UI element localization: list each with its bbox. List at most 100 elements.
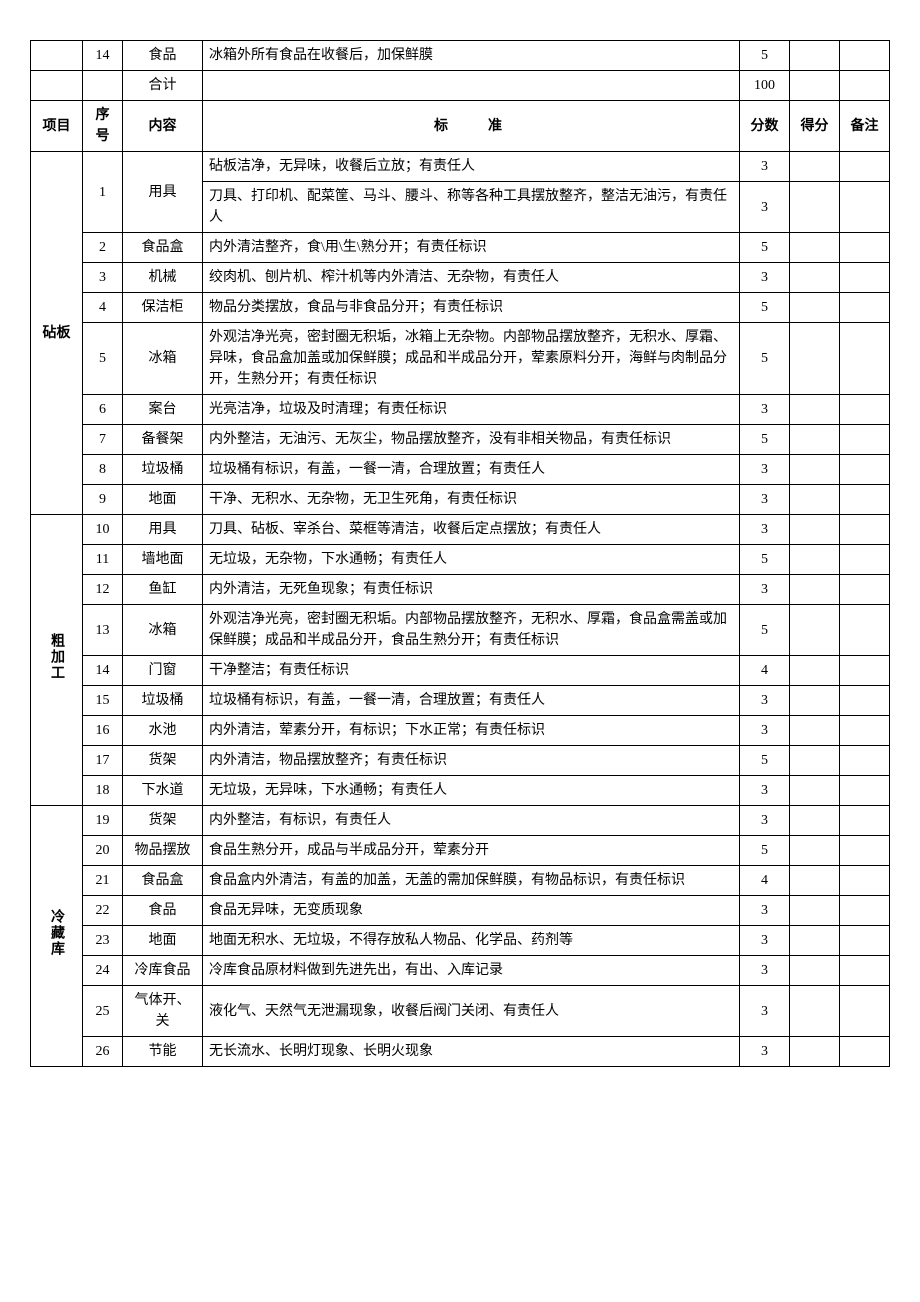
score-cell: 100 [740,71,790,101]
seq-cell: 3 [83,263,123,293]
score-cell: 3 [740,956,790,986]
table-row: 17货架内外清洁，物品摆放整齐；有责任标识5 [31,746,890,776]
got-cell [790,836,840,866]
content-cell: 备餐架 [123,425,203,455]
content-header: 内容 [123,101,203,152]
note-cell [840,716,890,746]
seq-cell: 26 [83,1037,123,1067]
standard-cell: 冷库食品原材料做到先进先出，有出、入库记录 [203,956,740,986]
content-cell: 地面 [123,926,203,956]
seq-cell: 21 [83,866,123,896]
standard-cell: 垃圾桶有标识，有盖，一餐一清，合理放置；有责任人 [203,455,740,485]
seq-cell: 12 [83,575,123,605]
inspection-table: 14食品冰箱外所有食品在收餐后，加保鲜膜5合计100项目序号内容标准分数得分备注… [30,40,890,1067]
got-cell [790,182,840,233]
got-cell [790,152,840,182]
score-cell: 3 [740,716,790,746]
seq-cell: 4 [83,293,123,323]
table-row: 24冷库食品冷库食品原材料做到先进先出，有出、入库记录3 [31,956,890,986]
got-cell [790,323,840,395]
seq-cell: 18 [83,776,123,806]
score-cell: 3 [740,152,790,182]
standard-header: 标准 [203,101,740,152]
got-cell [790,395,840,425]
note-cell [840,152,890,182]
got-cell [790,575,840,605]
content-cell: 货架 [123,746,203,776]
section-name: 粗加工 [46,633,67,681]
seq-cell: 6 [83,395,123,425]
score-cell: 3 [740,986,790,1037]
score-cell: 5 [740,425,790,455]
standard-cell: 食品盒内外清洁，有盖的加盖，无盖的需加保鲜膜，有物品标识，有责任标识 [203,866,740,896]
standard-cell: 干净、无积水、无杂物，无卫生死角，有责任标识 [203,485,740,515]
proj-cell [31,41,83,71]
content-cell: 用具 [123,152,203,233]
content-cell: 地面 [123,485,203,515]
note-cell [840,515,890,545]
content-cell: 垃圾桶 [123,686,203,716]
seq-cell: 5 [83,323,123,395]
got-cell [790,71,840,101]
proj-cell: 砧板 [31,152,83,515]
content-cell: 下水道 [123,776,203,806]
content-cell: 机械 [123,263,203,293]
got-cell [790,776,840,806]
content-cell: 节能 [123,1037,203,1067]
table-row: 20物品摆放食品生熟分开，成品与半成品分开，荤素分开5 [31,836,890,866]
score-cell: 3 [740,896,790,926]
seq-cell: 25 [83,986,123,1037]
table-row: 合计 100 [31,71,890,101]
seq-cell: 15 [83,686,123,716]
note-cell [840,956,890,986]
note-cell [840,71,890,101]
content-cell: 食品盒 [123,233,203,263]
got-cell [790,746,840,776]
score-cell: 3 [740,515,790,545]
standard-cell: 刀具、砧板、宰杀台、菜框等清洁，收餐后定点摆放；有责任人 [203,515,740,545]
score-cell: 5 [740,323,790,395]
seq-cell: 8 [83,455,123,485]
standard-cell: 食品生熟分开，成品与半成品分开，荤素分开 [203,836,740,866]
standard-cell: 内外清洁，物品摆放整齐；有责任标识 [203,746,740,776]
score-cell: 5 [740,746,790,776]
score-cell: 3 [740,263,790,293]
score-cell: 3 [740,182,790,233]
got-cell [790,866,840,896]
table-row: 21食品盒食品盒内外清洁，有盖的加盖，无盖的需加保鲜膜，有物品标识，有责任标识4 [31,866,890,896]
seq-cell [83,71,123,101]
note-cell [840,545,890,575]
got-cell [790,545,840,575]
table-row: 25气体开、关液化气、天然气无泄漏现象，收餐后阀门关闭、有责任人3 [31,986,890,1037]
score-cell: 4 [740,656,790,686]
standard-cell: 液化气、天然气无泄漏现象，收餐后阀门关闭、有责任人 [203,986,740,1037]
content-cell: 货架 [123,806,203,836]
note-cell [840,425,890,455]
got-cell [790,1037,840,1067]
seq-header: 序号 [83,101,123,152]
standard-cell: 内外整洁，无油污、无灰尘，物品摆放整齐，没有非相关物品，有责任标识 [203,425,740,455]
table-row: 14门窗干净整洁；有责任标识4 [31,656,890,686]
score-cell: 3 [740,926,790,956]
score-cell: 5 [740,836,790,866]
seq-cell: 1 [83,152,123,233]
standard-cell: 地面无积水、无垃圾，不得存放私人物品、化学品、药剂等 [203,926,740,956]
content-cell: 合计 [123,71,203,101]
note-cell [840,866,890,896]
seq-cell: 10 [83,515,123,545]
standard-cell: 无垃圾，无杂物，下水通畅；有责任人 [203,545,740,575]
proj-cell: 冷藏库 [31,806,83,1067]
standard-cell: 垃圾桶有标识，有盖，一餐一清，合理放置；有责任人 [203,686,740,716]
note-cell [840,836,890,866]
table-row: 16水池内外清洁，荤素分开，有标识；下水正常；有责任标识3 [31,716,890,746]
got-cell [790,263,840,293]
content-cell: 鱼缸 [123,575,203,605]
table-row: 26节能无长流水、长明灯现象、长明火现象3 [31,1037,890,1067]
score-cell: 3 [740,395,790,425]
content-cell: 食品 [123,41,203,71]
table-row: 5冰箱外观洁净光亮，密封圈无积垢，冰箱上无杂物。内部物品摆放整齐，无积水、厚霜、… [31,323,890,395]
score-cell: 3 [740,455,790,485]
note-cell [840,656,890,686]
standard-cell: 光亮洁净，垃圾及时清理；有责任标识 [203,395,740,425]
content-cell: 冷库食品 [123,956,203,986]
